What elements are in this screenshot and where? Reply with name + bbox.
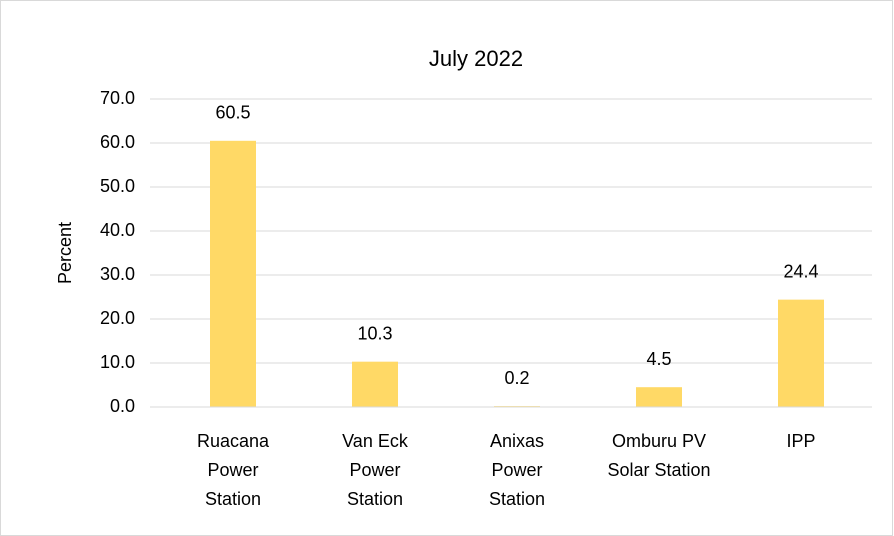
data-label: 24.4 [783,261,818,281]
x-tick-label: IPP [786,431,815,451]
data-label: 10.3 [357,323,392,343]
data-label: 0.2 [504,368,529,388]
data-label: 4.5 [646,349,671,369]
y-tick-label: 10.0 [100,352,135,372]
data-label: 60.5 [215,103,250,123]
y-tick-label: 0.0 [110,396,135,416]
x-tick-label: Van Eck Power Station [342,431,409,509]
chart-title: July 2022 [429,46,523,71]
bar [352,361,398,407]
y-tick-label: 60.0 [100,132,135,152]
x-tick-label: Ruacana Power Station [197,431,270,509]
bar [778,299,824,407]
y-tick-label: 40.0 [100,220,135,240]
bar [210,140,256,408]
y-axis-label: Percent [55,222,75,284]
y-tick-label: 50.0 [100,176,135,196]
y-tick-label: 70.0 [100,88,135,108]
x-tick-label: Anixas Power Station [489,431,545,509]
y-tick-label: 30.0 [100,264,135,284]
x-tick-label: Omburu PV Solar Station [607,431,710,480]
bar [636,387,682,407]
y-tick-label: 20.0 [100,308,135,328]
